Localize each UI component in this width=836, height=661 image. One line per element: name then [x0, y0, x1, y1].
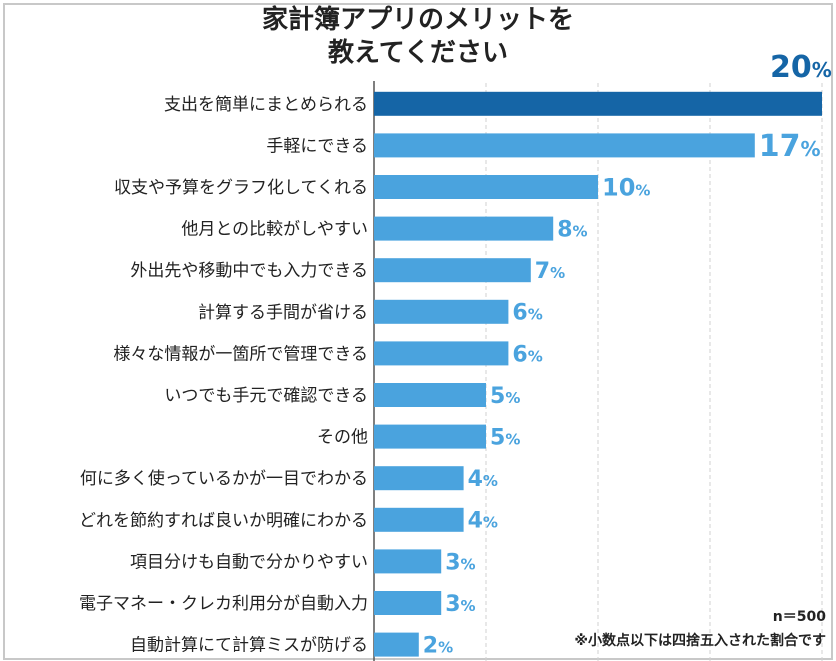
bar-3 [374, 216, 554, 241]
value-label-4: 7% [535, 259, 565, 284]
bar-10 [374, 507, 464, 532]
value-unit-12: % [461, 597, 476, 615]
bar-2 [374, 175, 598, 199]
value-label-7: 5% [490, 384, 520, 409]
bar-9 [374, 466, 464, 491]
value-number-5: 6 [512, 301, 527, 326]
value-unit-8: % [505, 431, 520, 449]
category-label-7: いつでも手元で確認できる [164, 386, 368, 406]
category-label-12: 電子マネー・クレカ利用分が自動入力 [79, 594, 368, 614]
bar-13 [374, 632, 419, 657]
value-number-10: 4 [468, 509, 483, 534]
category-label-4: 外出先や移動中でも入力できる [130, 261, 368, 281]
value-label-0: 20% [770, 50, 832, 85]
value-label-5: 6% [512, 301, 542, 326]
value-number-12: 3 [445, 592, 460, 617]
category-label-0: 支出を簡単にまとめられる [164, 95, 368, 115]
category-label-3: 他月との比較がしやすい [181, 220, 368, 240]
bar-6 [374, 341, 509, 366]
value-number-11: 3 [445, 550, 460, 575]
bar-7 [374, 383, 486, 407]
value-number-2: 10 [602, 174, 635, 202]
bar-12 [374, 591, 442, 615]
value-unit-4: % [550, 264, 565, 282]
value-unit-3: % [573, 223, 588, 241]
value-label-10: 4% [468, 509, 498, 534]
value-number-8: 5 [490, 426, 505, 451]
sample-size-note: n＝500 [772, 609, 826, 625]
value-label-6: 6% [512, 342, 542, 367]
value-unit-11: % [461, 555, 476, 573]
chart-title: 家計簿アプリのメリットを 教えてください [0, 4, 836, 70]
value-number-0: 20 [770, 50, 812, 85]
value-number-9: 4 [468, 467, 483, 492]
category-label-6: 様々な情報が一箇所で管理できる [113, 344, 368, 364]
bar-5 [374, 299, 509, 324]
value-label-3: 8% [557, 218, 587, 243]
chart-title-line-1: 家計簿アプリのメリットを [261, 5, 574, 35]
value-label-8: 5% [490, 426, 520, 451]
category-label-9: 何に多く使っているかが一目でわかる [80, 468, 368, 489]
category-label-2: 収支や予算をグラフ化してくれる [114, 178, 368, 198]
value-number-7: 5 [490, 384, 505, 409]
category-label-8: その他 [317, 428, 368, 448]
value-unit-9: % [483, 472, 498, 490]
value-unit-6: % [528, 347, 543, 365]
value-label-13: 2% [423, 634, 453, 659]
bar-1 [374, 133, 755, 158]
rounding-note: ※小数点以下は四捨五入された割合です [574, 633, 826, 649]
value-label-2: 10% [602, 174, 650, 202]
value-unit-7: % [505, 389, 520, 407]
value-label-9: 4% [468, 467, 498, 492]
value-unit-0: % [812, 58, 832, 82]
category-label-5: 計算する手間が省ける [198, 303, 368, 323]
value-number-1: 17 [759, 129, 801, 164]
category-label-10: どれを節約すれば良いか明確にわかる [79, 511, 368, 531]
value-unit-5: % [528, 306, 543, 324]
value-number-6: 6 [512, 342, 527, 367]
bar-11 [374, 549, 442, 574]
bar-8 [374, 424, 486, 449]
value-label-1: 17% [759, 129, 821, 164]
value-unit-2: % [635, 182, 650, 200]
value-label-12: 3% [445, 592, 475, 617]
chart-title-line-2: 教えてください [328, 38, 508, 68]
value-unit-1: % [801, 137, 821, 161]
value-unit-10: % [483, 514, 498, 532]
value-number-4: 7 [535, 259, 550, 284]
category-label-11: 項目分けも自動で分かりやすい [130, 552, 368, 572]
bar-0 [374, 91, 822, 116]
value-number-3: 8 [557, 218, 572, 243]
category-label-1: 手軽にできる [266, 136, 368, 156]
category-label-13: 自動計算にて計算ミスが防げる [130, 636, 368, 656]
bar-4 [374, 258, 531, 283]
value-unit-13: % [438, 639, 453, 657]
value-number-13: 2 [423, 634, 438, 659]
value-label-11: 3% [445, 550, 475, 575]
